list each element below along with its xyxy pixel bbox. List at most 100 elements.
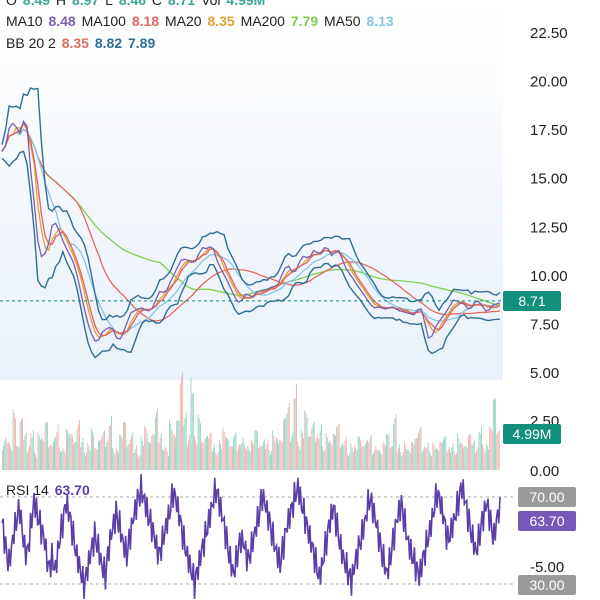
volume-bar [23,439,25,470]
volume-bar [465,446,467,470]
volume-bar [140,436,142,470]
price-lines [1,87,501,359]
volume-bar [288,403,290,470]
volume-bar [484,452,486,470]
volume-bar [454,454,456,470]
volume-bar [369,438,371,470]
volume-bar [169,419,170,470]
volume-bar [198,418,200,470]
volume-bar [154,417,156,470]
volume-bar [490,427,492,470]
volume-bar [22,418,23,470]
volume-bar [109,424,111,470]
legend-high-value: 8.97 [71,0,100,8]
volume-bar [406,449,408,470]
volume-bar [177,420,179,470]
legend-open-label: O [6,0,17,8]
volume-bar [361,446,363,470]
volume-bar [211,451,213,470]
volume-bar [57,424,59,470]
volume-bar [44,423,46,470]
volume-bar [184,417,186,470]
volume-bar [486,446,488,470]
volume-bar [203,443,205,470]
volume-bar [96,449,98,470]
volume-bar [102,432,104,470]
volume-bar [318,438,320,470]
volume-bar [312,423,314,470]
volume-bar [317,434,319,470]
volume-bar [368,442,370,470]
legend-ma200-value: 7.79 [290,13,319,29]
volume-bar [74,442,76,470]
volume-bar [45,422,47,470]
ohlc-legend: O 8.49 H 8.97 L 8.46 C 8.71 Vol 4.99M [6,0,267,8]
volume-bar [494,398,495,470]
volume-bar [209,434,211,470]
volume-bar [186,445,188,470]
volume-bar [247,446,249,470]
volume-bar [388,435,390,470]
volume-bar [413,444,415,470]
volume-bar [232,446,233,470]
volume-bar [183,425,185,470]
volume-bar [280,440,282,470]
volume-bar [467,435,469,470]
volume-bar [94,448,96,470]
volume-bar [425,448,427,470]
volume-bar [61,451,63,470]
volume-bar [145,428,147,470]
volume-bar [409,452,411,470]
volume-bar [325,432,327,470]
volume-bar [347,454,348,470]
volume-bar [283,420,284,470]
volume-bar [452,443,454,470]
volume-bar [322,446,323,470]
volume-bar [126,446,128,470]
volume-bar [118,452,119,470]
volume-bar [70,434,72,470]
volume-bar [246,449,248,470]
volume-bar [89,450,91,470]
volume-bar [143,445,144,470]
volume-bar [105,446,106,470]
volume-bar [305,412,307,470]
volume-bar [371,455,373,470]
volume-bar [241,442,243,470]
volume-bar [133,452,135,470]
volume-bar [489,426,491,470]
volume-bar [163,450,165,470]
volume-bar [4,440,6,470]
volume-bar [236,450,238,470]
volume-bar [157,407,159,470]
volume-bar [398,447,399,470]
volume-bar [459,443,461,470]
legend-bb-mid-value: 8.35 [61,35,89,51]
volume-bar [192,392,194,470]
ma10-line [1,119,501,342]
volume-bar [234,434,236,470]
volume-bar [253,444,255,470]
volume-bar [456,452,457,470]
volume-bar [470,434,472,470]
volume-bar [298,445,300,470]
volume-bar [349,452,351,470]
volume-bar [172,434,174,470]
volume-bar [471,445,473,470]
volume-bar [204,438,206,470]
volume-bar [69,434,71,470]
volume-bar [49,445,51,470]
price-pane-background [0,0,503,380]
volume-bar [185,412,187,470]
volume-bar [262,441,264,470]
volume-bar [137,454,138,470]
volume-bar [297,441,299,470]
volume-bar [233,437,235,470]
volume-bar [390,446,392,470]
volume-bar [443,439,444,470]
volume-bar [38,435,40,470]
volume-bar [83,452,85,470]
volume-bar [75,442,77,470]
volume-bar [319,431,321,470]
